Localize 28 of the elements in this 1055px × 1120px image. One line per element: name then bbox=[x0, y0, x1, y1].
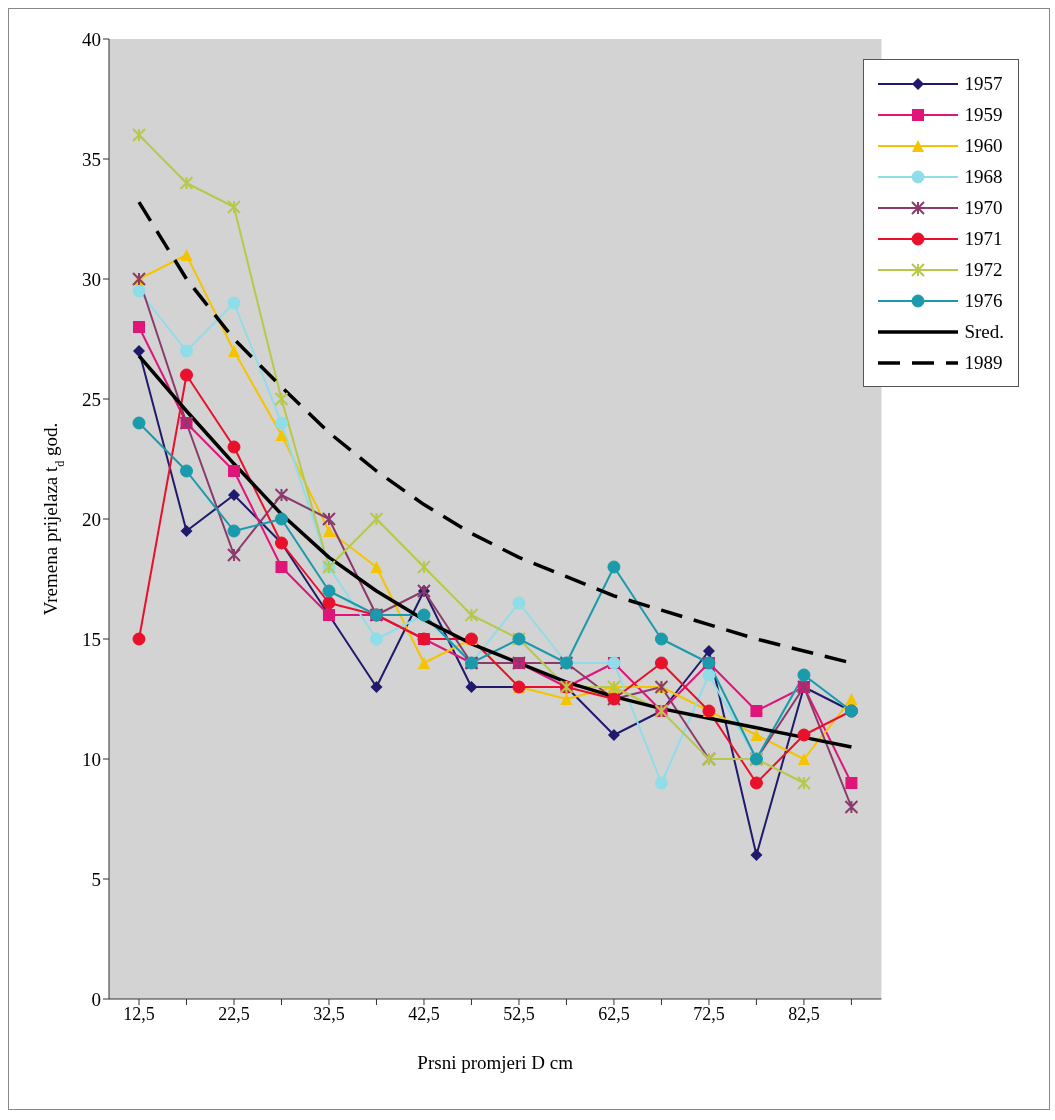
x-tick-label: 22,5 bbox=[218, 1003, 250, 1024]
y-tick-label: 20 bbox=[82, 508, 101, 530]
x-tick-label: 62,5 bbox=[598, 1003, 630, 1024]
y-tick-label: 35 bbox=[82, 148, 101, 170]
legend-label: 1959 bbox=[964, 103, 1003, 126]
legend-label: 1960 bbox=[964, 134, 1003, 157]
legend-label: 1968 bbox=[964, 165, 1003, 188]
y-tick-label: 15 bbox=[82, 628, 101, 650]
legend-label: 1976 bbox=[964, 289, 1003, 312]
x-tick-label: 32,5 bbox=[313, 1003, 345, 1024]
x-tick-label: 42,5 bbox=[408, 1003, 440, 1024]
x-tick-label: 52,5 bbox=[503, 1003, 535, 1024]
legend-label: 1970 bbox=[964, 196, 1003, 219]
x-axis-title: Prsni promjeri D cm bbox=[417, 1052, 574, 1073]
y-tick-label: 0 bbox=[91, 988, 101, 1010]
x-tick-label: 12,5 bbox=[123, 1003, 155, 1024]
x-tick-label: 72,5 bbox=[693, 1003, 725, 1024]
legend-label: 1957 bbox=[964, 72, 1003, 95]
legend-label: 1989 bbox=[964, 351, 1003, 374]
x-tick-label: 82,5 bbox=[788, 1003, 820, 1024]
legend-label: Sred. bbox=[964, 320, 1004, 343]
y-tick-label: 30 bbox=[82, 268, 101, 290]
legend-label: 1972 bbox=[964, 258, 1003, 281]
y-tick-label: 25 bbox=[82, 388, 101, 410]
y-tick-label: 5 bbox=[91, 868, 101, 890]
y-tick-label: 40 bbox=[82, 28, 101, 50]
y-tick-label: 10 bbox=[82, 748, 101, 770]
legend-label: 1971 bbox=[964, 227, 1003, 250]
